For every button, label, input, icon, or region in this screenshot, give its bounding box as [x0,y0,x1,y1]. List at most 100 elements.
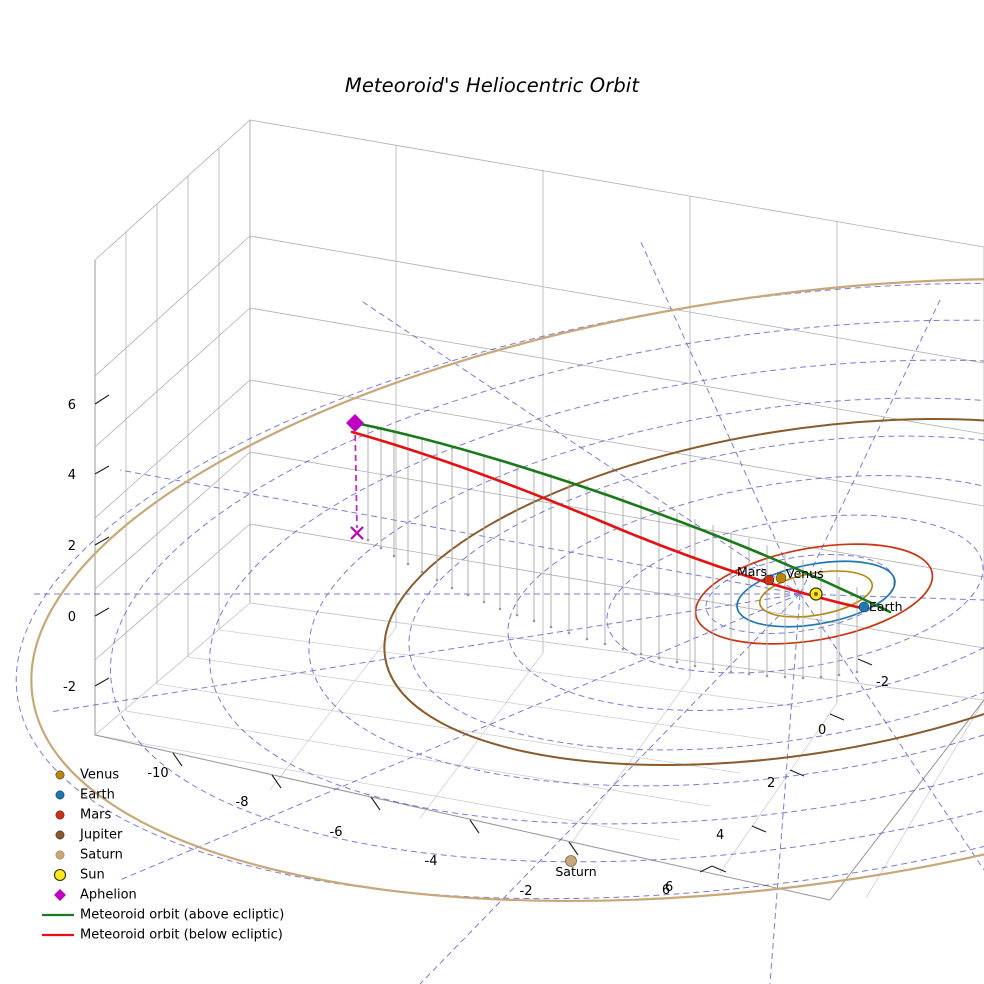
polar-spoke [119,469,801,595]
polar-circle [507,475,984,711]
y-tick-label: 0 [818,723,826,738]
wall-grid-line [249,235,984,364]
floor-grid-line [156,683,741,774]
ecliptic-polar-grid [15,239,984,984]
x-tick-label: -10 [147,766,168,781]
y-tick-label: -2 [876,675,889,690]
polar-spoke [799,593,984,601]
z-tick-label: 2 [68,539,76,554]
legend-marker-sun [53,868,67,882]
legend-label-jupiter[interactable]: Jupiter [79,828,123,843]
legend-marker-saturn [55,850,65,860]
meteoroid-orbit-tracks [350,421,892,614]
legend-label-earth[interactable]: Earth [80,788,115,803]
legend-marker-mars [55,810,65,820]
pane-floor [94,602,984,901]
wall-grid-line [249,307,984,435]
polar-spoke [359,299,801,595]
polar-circle [209,359,984,825]
wall-grid-line [249,451,984,578]
orbit-above-ecliptic [353,421,892,614]
sun-core-icon [814,592,818,596]
aphelion-drop-line [354,424,358,529]
label-earth: Earth [869,599,903,614]
legend-marker-aphelion [54,889,66,901]
orbit-mars [694,543,934,645]
x-tick-label: -2 [520,884,533,899]
polar-spoke [769,593,801,984]
legend-label-sun[interactable]: Sun [80,868,105,883]
legend-label-venus[interactable]: Venus [80,768,119,783]
z-tick-label: 6 [68,398,76,413]
marker-venus[interactable] [775,572,787,584]
floor-grid-line [269,627,397,791]
legend-marker-jupiter [55,830,65,840]
pane-right-wall [249,119,984,701]
polar-spoke [119,593,801,881]
polar-spoke [799,299,941,595]
legend-label-orbit-below[interactable]: Meteoroid orbit (below ecliptic) [80,928,283,943]
marker-mars[interactable] [763,574,775,586]
floor-grid-line [125,710,711,807]
planet-orbits [30,277,984,903]
polar-circle [15,282,984,900]
polar-circle [408,435,984,751]
floor-grid-line [187,656,771,741]
x-axis-spine [94,734,831,901]
orbit-jupiter [383,418,984,766]
legend-label-orbit-above[interactable]: Meteoroid orbit (above ecliptic) [80,908,284,923]
legend-label-saturn[interactable]: Saturn [80,848,123,863]
floor-grid-line [419,652,544,819]
wall-grid-line [249,379,984,507]
z-tick-label: 0 [68,610,76,625]
floor-grid-line [865,699,984,899]
polar-circle [308,397,984,787]
z-tick-label: -2 [63,680,76,695]
wall-grid-line [94,379,251,519]
floor-grid-line [218,629,801,708]
tick-marks [94,394,873,873]
orbit-below-ecliptic [350,430,868,611]
body-markers: Mars Venus Earth Saturn [555,564,902,879]
y-tick-label: 2 [767,776,775,791]
tick-labels: 6 4 2 0 -2 -10 -8 -6 -4 -2 6 -2 0 2 4 6 [63,398,889,899]
orbit-saturn [30,277,984,903]
polar-spoke [639,239,801,595]
aphelion-group [346,414,364,540]
legend-marker-venus [55,770,65,780]
wall-grid-line [94,307,251,448]
orbit-drop-stems [366,426,859,680]
wall-grid-line [249,523,984,649]
aphelion-diamond-icon [346,414,364,432]
aphelion-cross-icon [350,526,364,540]
marker-earth[interactable] [858,601,870,613]
y-tick-label: 6 [665,880,673,895]
polar-spoke [799,593,984,871]
legend-marker-earth [55,790,65,800]
x-tick-label: 6 [662,883,670,898]
wall-grid-line [94,523,251,661]
page-title: Meteoroid's Heliocentric Orbit [344,74,640,97]
floor-grid-line [719,702,838,874]
x-tick-label: -4 [425,854,438,869]
floor-grid-line [569,677,691,846]
legend-label-aphelion[interactable]: Aphelion [80,888,137,903]
axis-spines [94,260,984,901]
legend: Venus Earth Mars Jupiter Saturn Sun Aphe… [42,768,284,943]
y-axis-spine [829,699,984,901]
x-tick-label: -6 [330,825,343,840]
floor-grid-line [94,734,681,841]
axes-panes [94,119,984,901]
polar-circle [606,514,984,674]
polar-spoke [49,593,801,713]
wall-grid-line [94,451,251,590]
legend-label-mars[interactable]: Mars [80,808,112,823]
wall-grid-line [94,235,251,377]
label-saturn: Saturn [555,864,596,879]
x-tick-label: -8 [236,795,249,810]
marker-saturn[interactable] [565,855,577,867]
label-venus: Venus [786,566,824,581]
label-mars: Mars [737,564,767,579]
